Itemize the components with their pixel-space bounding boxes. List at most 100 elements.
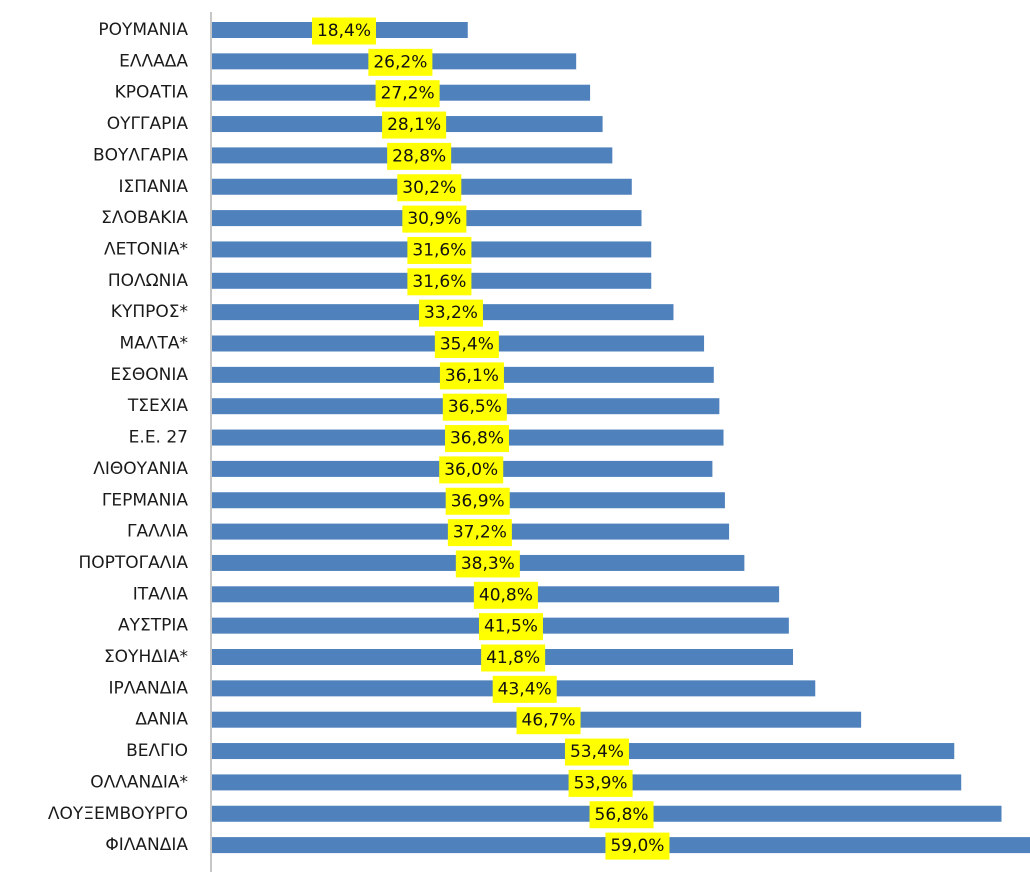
value-label-text: 37,2%	[453, 523, 507, 543]
value-label: 43,4%	[492, 675, 557, 703]
value-label-text: 41,5%	[484, 617, 538, 637]
category-label: ΑΥΣΤΡΙΑ	[118, 616, 188, 636]
value-label-bg	[473, 581, 538, 609]
value-label-text: 35,4%	[440, 335, 494, 355]
category-label: ΠΟΡΤΟΓΑΛΙΑ	[78, 553, 188, 573]
category-label: ΔΑΝΙΑ	[135, 710, 188, 730]
value-label: 36,8%	[444, 425, 509, 453]
value-label-bg	[478, 613, 543, 641]
category-label: ΓΑΛΛΙΑ	[127, 522, 188, 542]
value-label-bg	[481, 644, 546, 672]
value-label-text: 31,6%	[412, 272, 466, 292]
value-label-bg	[605, 832, 670, 860]
value-label-text: 30,9%	[407, 209, 461, 229]
bars-layer	[212, 22, 1030, 854]
category-label: ΕΣΘΟΝΙΑ	[110, 365, 188, 385]
category-label: ΛΙΘΟΥΑΝΙΑ	[93, 459, 188, 479]
value-label-bg	[439, 362, 504, 390]
value-label-bg	[418, 299, 483, 327]
category-label: ΣΛΟΒΑΚΙΑ	[101, 208, 188, 228]
value-label: 31,6%	[407, 268, 472, 296]
value-label: 30,2%	[397, 174, 462, 202]
value-label-bg	[447, 519, 512, 547]
category-label: ΓΕΡΜΑΝΙΑ	[102, 490, 188, 510]
value-label: 31,6%	[407, 236, 472, 264]
value-label-text: 28,8%	[392, 146, 446, 166]
value-label: 35,4%	[434, 331, 499, 358]
value-label-text: 36,5%	[448, 397, 502, 417]
value-label-text: 31,6%	[412, 240, 466, 260]
category-label: ΟΥΓΓΑΡΙΑ	[107, 114, 189, 134]
value-label-bg	[516, 707, 581, 735]
value-label: 36,1%	[439, 362, 504, 390]
value-label: 28,8%	[387, 142, 452, 170]
value-label-text: 56,8%	[595, 805, 649, 825]
category-label: ΤΣΕΧΙΑ	[127, 396, 189, 416]
value-label: 27,2%	[375, 80, 440, 108]
value-label: 26,2%	[368, 48, 433, 76]
value-label: 41,8%	[481, 644, 546, 672]
value-label: 18,4%	[311, 17, 377, 45]
value-label: 33,2%	[418, 299, 483, 327]
value-label-text: 33,2%	[424, 303, 478, 323]
value-label-bg	[444, 425, 509, 453]
value-label-text: 53,9%	[574, 773, 628, 793]
category-label: ΚΥΠΡΟΣ*	[111, 302, 188, 322]
value-label-bg	[439, 456, 504, 484]
value-label-bg	[434, 331, 499, 358]
value-label-bg	[375, 80, 440, 108]
value-label-bg	[492, 675, 557, 703]
value-label-text: 26,2%	[373, 52, 427, 72]
value-label-text: 53,4%	[570, 742, 624, 762]
value-label: 40,8%	[473, 581, 538, 609]
category-label: ΛΕΤΟΝΙΑ*	[104, 239, 188, 259]
value-label-text: 38,3%	[461, 554, 515, 574]
value-label: 53,9%	[568, 769, 633, 797]
value-label-bg	[564, 738, 629, 766]
value-label: 46,7%	[516, 707, 581, 735]
category-label: ΣΟΥΗΔΙΑ*	[104, 647, 188, 667]
value-label-bg	[382, 111, 447, 139]
category-label: ΠΟΛΩΝΙΑ	[108, 271, 189, 291]
value-label: 36,0%	[439, 456, 504, 484]
value-label-text: 36,8%	[450, 429, 504, 449]
category-label: ΡΟΥΜΑΝΙΑ	[98, 20, 188, 40]
value-label-text: 59,0%	[610, 836, 664, 856]
value-label: 36,5%	[442, 393, 507, 421]
category-label: ΙΣΠΑΝΙΑ	[118, 177, 188, 197]
value-label-bg	[568, 769, 633, 797]
value-label-text: 41,8%	[486, 648, 540, 668]
value-label: 41,5%	[478, 613, 543, 641]
category-label: Ε.Ε. 27	[129, 428, 188, 448]
category-label: ΒΟΥΛΓΑΡΙΑ	[93, 145, 188, 165]
category-label: ΙΤΑΛΙΑ	[133, 584, 189, 604]
value-label-bg	[402, 205, 467, 233]
category-label: ΙΡΛΑΝΔΙΑ	[108, 678, 188, 698]
category-label: ΛΟΥΞΕΜΒΟΥΡΓΟ	[48, 804, 188, 824]
value-label-bg	[311, 17, 377, 45]
value-label-text: 28,1%	[387, 115, 441, 135]
value-labels: 18,4%26,2% 27,2% 28,1% 28,8% 30,2% 30,9% 31,6%…	[311, 17, 670, 860]
value-label-text: 18,4%	[317, 21, 371, 41]
category-label: ΦΙΛΑΝΔΙΑ	[105, 835, 188, 855]
value-label-bg	[387, 142, 452, 170]
value-label: 37,2%	[447, 519, 512, 547]
value-label-bg	[589, 801, 654, 829]
value-label-bg	[455, 550, 520, 578]
value-label-bg	[397, 174, 462, 202]
value-label: 56,8%	[589, 801, 654, 829]
value-label-text: 36,0%	[444, 460, 498, 480]
value-label-bg	[368, 48, 433, 76]
category-label: ΕΛΛΑΔΑ	[119, 51, 188, 71]
value-label-bg	[442, 393, 507, 421]
value-label: 28,1%	[382, 111, 447, 139]
value-label-text: 36,1%	[445, 366, 499, 386]
category-label: ΜΑΛΤΑ*	[120, 334, 188, 354]
value-label-text: 40,8%	[479, 585, 533, 605]
category-labels: ΡΟΥΜΑΝΙΑ ΕΛΛΑΔΑ ΚΡΟΑΤΙΑ ΟΥΓΓΑΡΙΑ ΒΟΥΛΓΑΡΙΑ ΙΣ…	[48, 20, 188, 855]
category-label: ΚΡΟΑΤΙΑ	[115, 83, 189, 103]
value-label-text: 43,4%	[498, 679, 552, 699]
value-label-text: 30,2%	[402, 178, 456, 198]
value-label: 53,4%	[564, 738, 629, 766]
